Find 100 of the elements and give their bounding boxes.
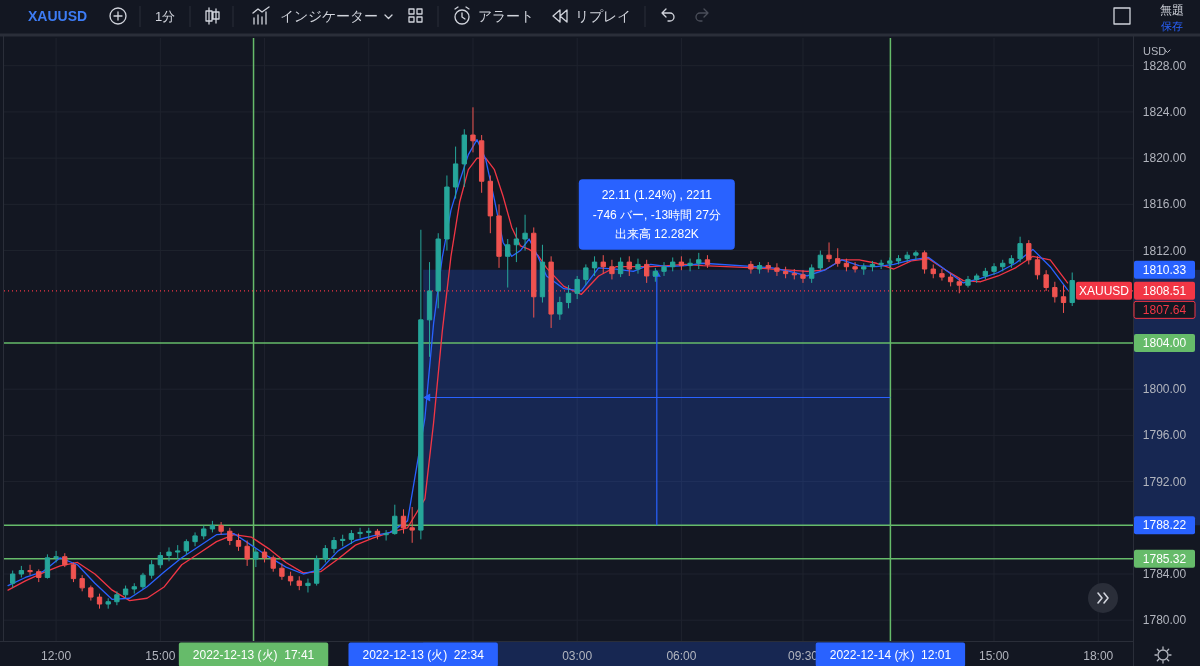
text: 保存	[1161, 20, 1183, 32]
candlestick	[36, 568, 42, 583]
candlestick	[826, 241, 832, 263]
candlestick	[661, 261, 667, 277]
candlestick	[809, 263, 815, 284]
candlestick	[96, 593, 103, 610]
candlestick	[548, 255, 554, 329]
candlestick	[635, 258, 641, 275]
candlestick	[791, 268, 797, 280]
text: インジケーター	[280, 8, 378, 24]
candlestick	[88, 585, 94, 602]
candlestick	[522, 214, 528, 252]
candlestick	[122, 585, 129, 599]
candlestick	[1026, 239, 1032, 265]
candlestick	[322, 544, 328, 563]
y-tick-label: 1784.00	[1142, 567, 1187, 581]
text: 無題	[1160, 3, 1184, 17]
candlestick	[843, 258, 850, 272]
candlestick	[418, 229, 424, 540]
candlestick	[157, 551, 163, 569]
y-tick-label: 1796.00	[1142, 428, 1187, 443]
candlestick	[617, 256, 624, 278]
chart-subtitle: 1分	[155, 9, 176, 24]
y-tick-label: 1824.00	[1142, 104, 1187, 119]
candlestick	[296, 575, 302, 591]
text: リプレイ	[575, 8, 631, 24]
ref-line-label: 2022-12-14 (水) 12:01	[829, 647, 952, 662]
candlestick	[218, 521, 224, 536]
candlestick	[70, 561, 77, 583]
candlestick	[921, 250, 928, 275]
candlestick	[895, 254, 902, 265]
candlestick	[201, 524, 207, 540]
candlestick	[235, 533, 242, 552]
candlestick	[852, 261, 858, 273]
candlestick	[444, 174, 450, 252]
annotation: XAUUSD	[1078, 283, 1130, 298]
ref-line-label: 1785.32	[1142, 551, 1187, 566]
candlestick	[939, 268, 945, 282]
candlestick	[175, 544, 181, 560]
candlestick	[374, 528, 381, 540]
candlestick	[965, 275, 971, 289]
candlestick	[383, 529, 389, 541]
candlestick	[287, 571, 294, 587]
candlestick	[470, 106, 476, 153]
candlestick	[114, 590, 120, 606]
ref-line-label: 1804.00	[1142, 335, 1187, 350]
candlestick	[947, 273, 954, 287]
candlestick	[227, 527, 233, 546]
ref-line-label: 1808.51	[1142, 283, 1187, 298]
candlestick	[392, 504, 398, 536]
candlestick	[435, 232, 441, 309]
candlestick	[539, 244, 546, 304]
candlestick	[670, 256, 676, 272]
candlestick	[10, 570, 16, 589]
candlestick	[687, 258, 693, 272]
candlestick	[1008, 254, 1015, 269]
candlestick	[609, 259, 615, 280]
candlestick	[357, 527, 363, 539]
candlestick	[513, 226, 520, 263]
candlestick	[452, 146, 459, 200]
candlestick	[991, 262, 997, 276]
x-tick-label: 2022-12-13 (火) 22:34	[362, 647, 485, 662]
candlestick	[704, 254, 711, 269]
annotation: 22.11 (1.24%) , 2211	[601, 188, 713, 203]
candlestick	[774, 262, 780, 277]
ref-line-label: 2022-12-13 (火) 17:41	[192, 647, 315, 662]
candlestick	[44, 553, 51, 580]
x-tick-label: 15:00	[979, 649, 1010, 663]
candlestick	[426, 261, 433, 358]
candlestick	[887, 256, 893, 269]
candlestick	[600, 254, 606, 275]
candlestick	[765, 261, 771, 273]
candlestick	[817, 250, 824, 271]
candlestick	[366, 527, 372, 540]
text: アラート	[478, 8, 534, 24]
candlestick	[591, 255, 598, 277]
ref-line-label: 1788.22	[1142, 518, 1187, 533]
candlestick	[487, 174, 494, 234]
y-tick-label: 1800.00	[1142, 382, 1187, 397]
candlestick	[27, 564, 33, 576]
candlestick	[1060, 284, 1067, 314]
candlestick	[974, 273, 980, 284]
candlestick	[956, 277, 962, 294]
x-tick-label: 06:00	[666, 649, 697, 663]
candlestick	[756, 261, 763, 275]
candlestick	[1052, 281, 1058, 304]
candlestick	[305, 578, 311, 593]
candlestick	[869, 260, 876, 272]
x-tick-label: 12:00	[41, 649, 72, 663]
candlestick	[148, 559, 155, 580]
y-tick-label: 1812.00	[1142, 243, 1187, 258]
y-tick-label: 1810.33	[1142, 262, 1187, 277]
candlestick	[400, 508, 407, 535]
x-tick-label: 03:00	[562, 649, 593, 663]
candlestick	[1043, 269, 1049, 292]
candlestick	[348, 529, 355, 545]
candlestick	[982, 267, 989, 280]
candlestick	[904, 251, 910, 263]
candlestick	[331, 536, 337, 554]
candlestick	[583, 263, 589, 286]
